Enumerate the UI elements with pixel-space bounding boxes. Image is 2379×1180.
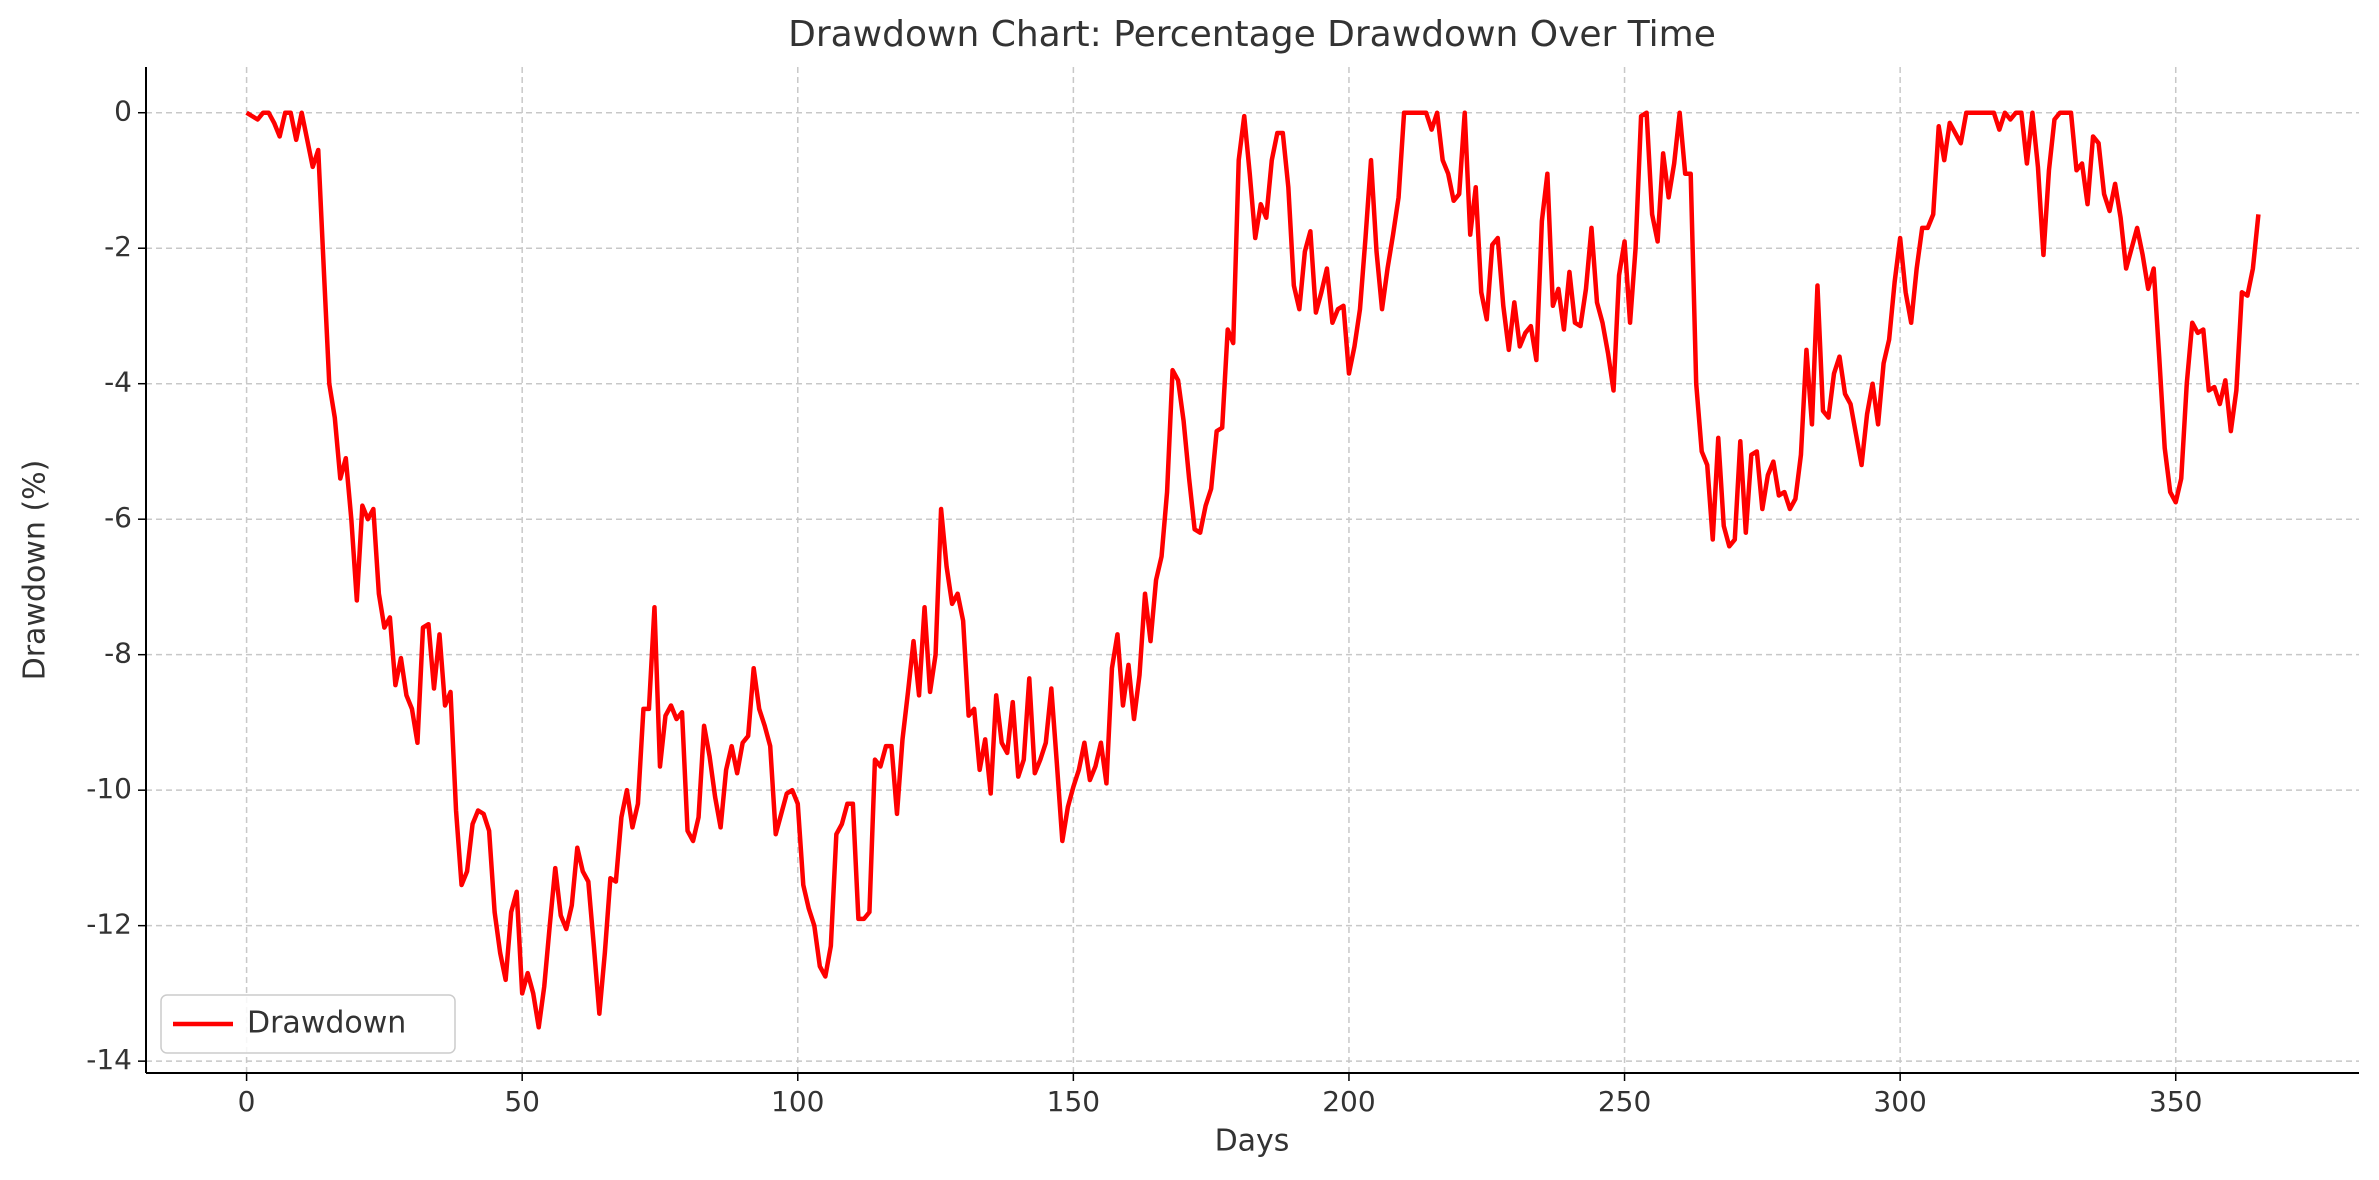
legend: Drawdown <box>160 994 456 1054</box>
y-tick-label: -6 <box>104 501 132 534</box>
y-tick-label: -14 <box>86 1043 132 1076</box>
x-tick-label: 300 <box>1873 1085 1926 1118</box>
y-tick-label: -4 <box>104 366 132 399</box>
legend-box <box>160 994 456 1054</box>
data-line <box>245 110 2261 1030</box>
legend-label: Drawdown <box>247 1006 406 1041</box>
y-tick-label: -8 <box>104 637 132 670</box>
x-tick-label: 350 <box>2149 1085 2202 1118</box>
y-tick-label: -12 <box>86 908 132 941</box>
x-axis-label: Days <box>1215 1124 1290 1159</box>
x-tick-label: 100 <box>771 1085 824 1118</box>
x-tick-label: 250 <box>1598 1085 1651 1118</box>
y-tick-label: -2 <box>104 230 132 263</box>
y-tick-label: -10 <box>86 772 132 805</box>
chart-title: Drawdown Chart: Percentage Drawdown Over… <box>788 14 1716 55</box>
y-axis-label: Drawdown (%) <box>18 460 53 681</box>
x-tick-label: 0 <box>238 1085 256 1118</box>
x-tick-label: 50 <box>504 1085 540 1118</box>
x-tick-label: 200 <box>1322 1085 1375 1118</box>
x-tick-label: 150 <box>1047 1085 1100 1118</box>
y-tick-label: 0 <box>114 95 132 128</box>
